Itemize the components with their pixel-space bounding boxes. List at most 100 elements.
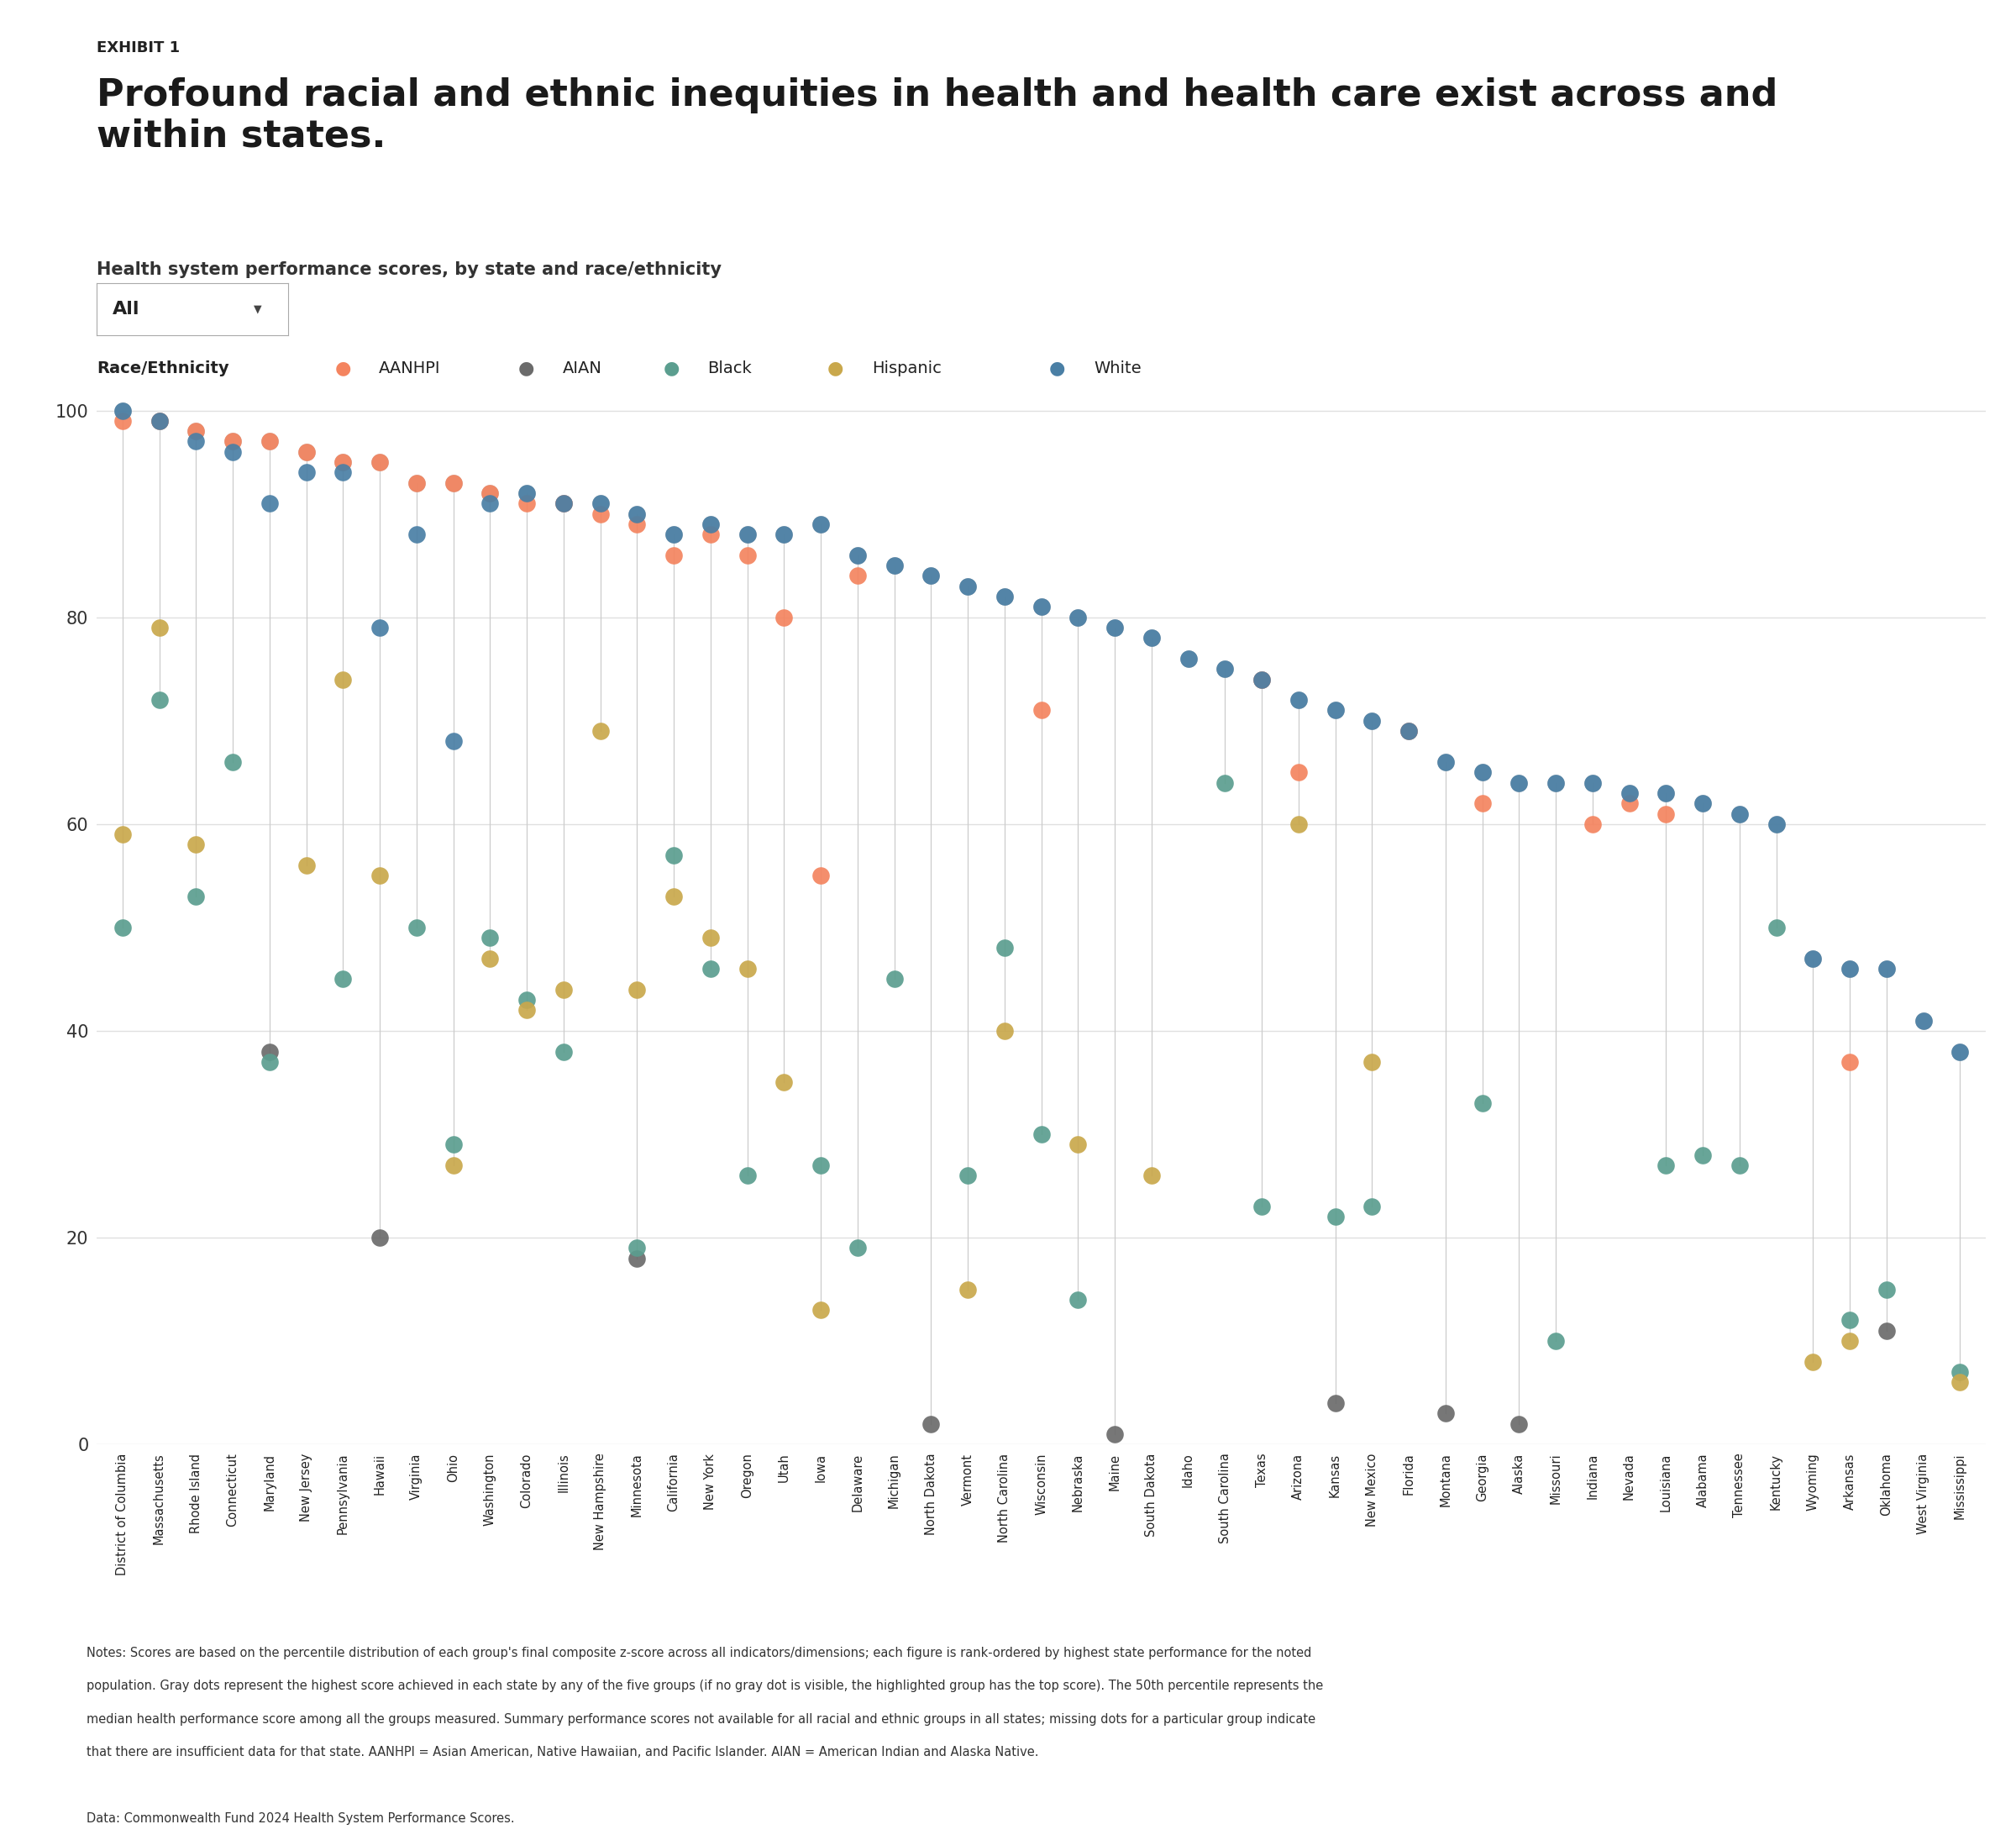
Point xyxy=(952,572,984,602)
Point xyxy=(548,975,581,1005)
Point xyxy=(879,550,911,580)
Point xyxy=(1429,747,1462,776)
Point xyxy=(548,1036,581,1065)
Point xyxy=(952,1275,984,1305)
Point xyxy=(1357,707,1389,736)
Point xyxy=(1062,1284,1095,1314)
Point xyxy=(694,924,726,953)
Point xyxy=(1502,767,1534,797)
Point xyxy=(437,467,470,497)
Point xyxy=(179,881,212,911)
Point xyxy=(363,447,395,477)
Point xyxy=(732,521,764,550)
Point xyxy=(621,975,653,1005)
Point xyxy=(1760,810,1792,839)
Point xyxy=(143,407,175,436)
Point xyxy=(1540,767,1572,797)
Point xyxy=(290,438,323,467)
Point xyxy=(1724,1150,1756,1179)
Point xyxy=(841,541,873,570)
Point xyxy=(657,841,689,870)
Point xyxy=(1099,613,1131,642)
Point xyxy=(1613,778,1645,808)
Point xyxy=(1282,684,1314,714)
Point xyxy=(107,819,139,848)
Point xyxy=(401,467,433,497)
Point xyxy=(1246,664,1278,694)
Point xyxy=(1540,1327,1572,1356)
Text: White: White xyxy=(1093,361,1141,375)
Text: Data: Commonwealth Fund 2024 Health System Performance Scores.: Data: Commonwealth Fund 2024 Health Syst… xyxy=(87,1812,514,1825)
Point xyxy=(1649,799,1681,828)
Point xyxy=(179,427,212,456)
Point xyxy=(1943,1358,1976,1387)
Point xyxy=(1760,913,1792,942)
Point xyxy=(327,664,359,694)
Point xyxy=(1649,1150,1681,1179)
Point xyxy=(474,944,506,973)
Point xyxy=(694,955,726,984)
Point xyxy=(107,396,139,425)
Point xyxy=(143,407,175,436)
Point xyxy=(585,489,617,519)
Point xyxy=(548,489,581,519)
Point xyxy=(107,913,139,942)
Point xyxy=(1024,696,1056,725)
Point xyxy=(1502,767,1534,797)
Point xyxy=(915,561,948,591)
Point xyxy=(952,1161,984,1190)
Point xyxy=(327,458,359,488)
Point xyxy=(804,1295,837,1325)
Text: Health system performance scores, by state and race/ethnicity: Health system performance scores, by sta… xyxy=(97,261,722,278)
Point xyxy=(290,458,323,488)
Point xyxy=(879,550,911,580)
Point xyxy=(1210,767,1242,797)
Point xyxy=(1393,716,1425,745)
Point xyxy=(1246,664,1278,694)
Point xyxy=(1357,1192,1389,1222)
Point xyxy=(1835,1327,1867,1356)
Point xyxy=(216,427,248,456)
Point xyxy=(1357,707,1389,736)
Point xyxy=(1282,684,1314,714)
Point xyxy=(510,478,542,508)
Point xyxy=(768,521,800,550)
Point xyxy=(1649,778,1681,808)
Point xyxy=(254,427,286,456)
Point xyxy=(1393,716,1425,745)
Point xyxy=(474,478,506,508)
Point xyxy=(437,1130,470,1159)
Point xyxy=(216,747,248,776)
Point xyxy=(107,407,139,436)
Point xyxy=(1835,955,1867,984)
Point xyxy=(143,684,175,714)
Point xyxy=(988,581,1020,611)
Point xyxy=(1099,613,1131,642)
Text: ●: ● xyxy=(335,359,351,377)
Point xyxy=(621,510,653,539)
Point xyxy=(585,489,617,519)
Point xyxy=(1907,1006,1939,1036)
Point xyxy=(143,613,175,642)
Text: All: All xyxy=(113,300,139,318)
Point xyxy=(1171,644,1204,673)
Point xyxy=(143,407,175,436)
Point xyxy=(768,602,800,631)
Text: Notes: Scores are based on the percentile distribution of each group's final com: Notes: Scores are based on the percentil… xyxy=(87,1647,1312,1660)
Text: ●: ● xyxy=(827,359,845,377)
Point xyxy=(1024,592,1056,622)
Point xyxy=(915,561,948,591)
Point xyxy=(363,1224,395,1253)
Point xyxy=(327,447,359,477)
Point xyxy=(1871,1316,1903,1345)
Point xyxy=(1577,810,1609,839)
Point xyxy=(1357,1047,1389,1076)
Point xyxy=(1466,1089,1498,1119)
Point xyxy=(216,427,248,456)
Point xyxy=(1318,696,1351,725)
Point xyxy=(621,1244,653,1273)
Point xyxy=(290,850,323,880)
Text: AIAN: AIAN xyxy=(562,361,603,375)
Point xyxy=(1318,1389,1351,1419)
Point xyxy=(657,541,689,570)
